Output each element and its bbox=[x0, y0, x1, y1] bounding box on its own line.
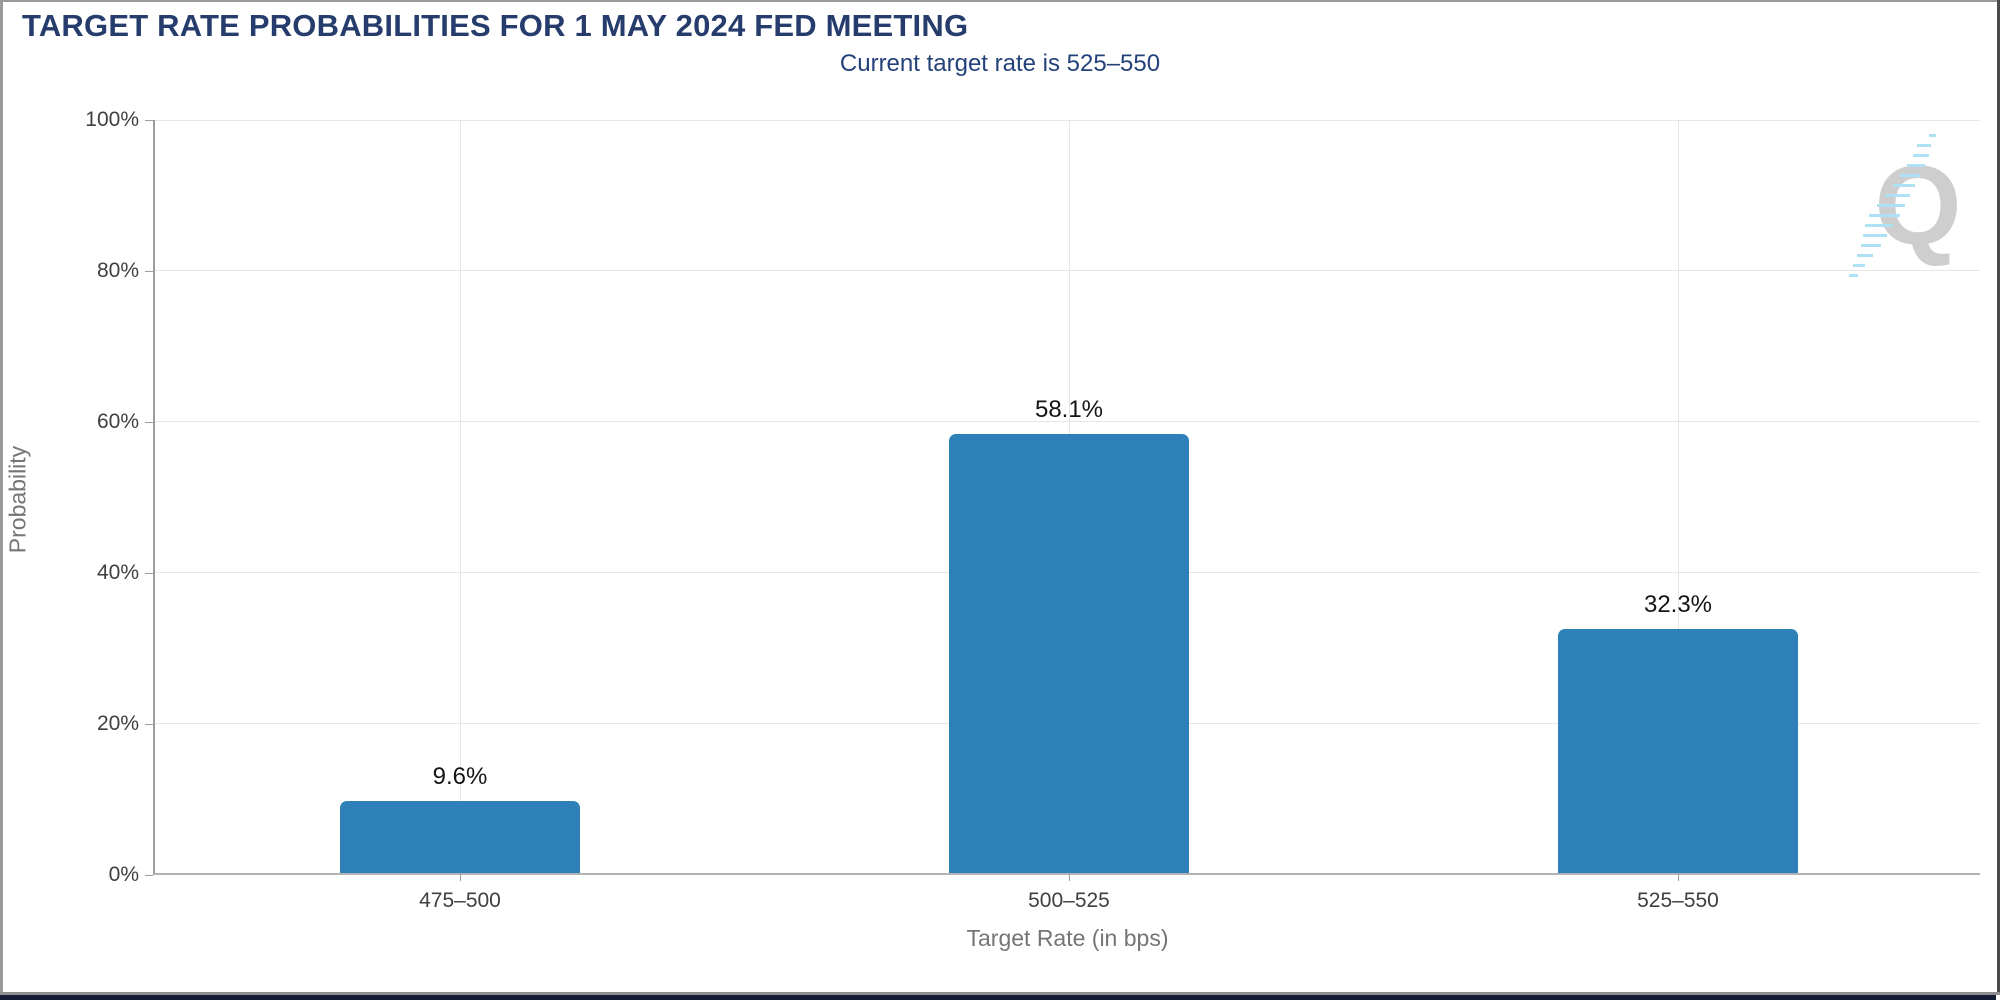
y-tick-20% bbox=[145, 724, 153, 725]
bar-value-label-500–525: 58.1% bbox=[1034, 396, 1104, 423]
h-gridline-80% bbox=[155, 270, 1980, 271]
y-tick-label-0%: 0% bbox=[108, 863, 139, 886]
x-category-label-475–500: 475–500 bbox=[419, 889, 501, 912]
x-tick-525–550 bbox=[1678, 873, 1679, 881]
h-gridline-100% bbox=[155, 120, 1980, 121]
bar-value-label-475–500: 9.6% bbox=[432, 763, 488, 790]
window-bottom-border bbox=[0, 992, 2000, 995]
chart-title: TARGET RATE PROBABILITIES FOR 1 MAY 2024… bbox=[22, 8, 969, 43]
y-tick-label-60%: 60% bbox=[96, 410, 139, 433]
x-category-label-525–550: 525–550 bbox=[1637, 889, 1719, 912]
bar-475–500[interactable] bbox=[340, 801, 580, 873]
logo-diagonal-dashes bbox=[1849, 134, 1936, 277]
y-tick-80% bbox=[145, 271, 153, 272]
y-tick-0% bbox=[145, 875, 153, 876]
plot-area: Target Rate (in bps) 9.6% 475–500 58.1% 500… bbox=[153, 120, 1980, 951]
y-axis-title: Probability bbox=[4, 445, 31, 554]
y-tick-100% bbox=[145, 120, 153, 121]
quandl-q-logo: Q bbox=[1849, 134, 1962, 277]
v-gridline-475–500 bbox=[460, 120, 461, 873]
x-tick-500–525 bbox=[1069, 873, 1070, 881]
x-category-label-500–525: 500–525 bbox=[1028, 889, 1110, 912]
h-gridline-60% bbox=[155, 421, 1980, 422]
bar-value-label-525–550: 32.3% bbox=[1643, 591, 1713, 618]
y-tick-label-100%: 100% bbox=[85, 108, 139, 131]
y-tick-60% bbox=[145, 422, 153, 423]
y-tick-label-40%: 40% bbox=[96, 561, 139, 584]
chart-subtitle: Current target rate is 525–550 bbox=[839, 50, 1161, 77]
v-gridline-525–550 bbox=[1678, 120, 1679, 873]
bar-500–525[interactable] bbox=[949, 434, 1189, 873]
bar-525–550[interactable] bbox=[1558, 629, 1798, 873]
y-tick-label-80%: 80% bbox=[96, 259, 139, 282]
x-tick-475–500 bbox=[460, 873, 461, 881]
y-tick-40% bbox=[145, 573, 153, 574]
window-footer-strip bbox=[0, 995, 1996, 1000]
y-tick-label-20%: 20% bbox=[96, 712, 139, 735]
window-left-border bbox=[0, 0, 3, 992]
x-axis-title: Target Rate (in bps) bbox=[966, 925, 1169, 951]
window-top-border bbox=[0, 0, 2000, 2]
